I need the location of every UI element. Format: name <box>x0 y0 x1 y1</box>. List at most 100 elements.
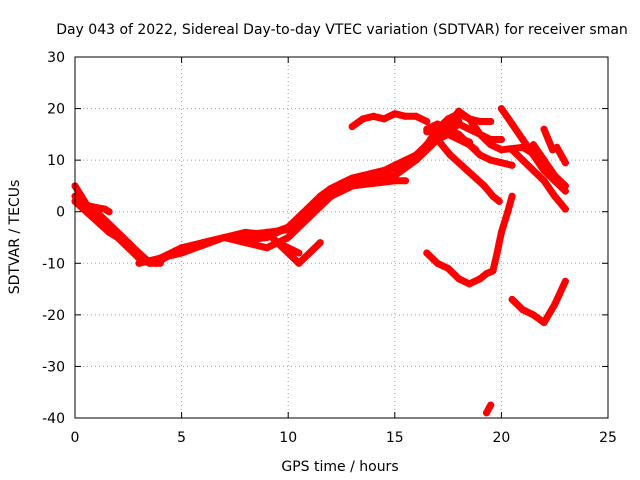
data-point <box>472 146 480 154</box>
x-tick-label: 0 <box>71 430 80 446</box>
data-point <box>497 105 505 113</box>
data-point <box>519 156 527 164</box>
data-point <box>429 130 437 138</box>
data-point <box>540 319 548 327</box>
data-point <box>369 179 377 187</box>
data-point <box>412 156 420 164</box>
data-point <box>391 177 399 185</box>
y-tick-label: 10 <box>47 153 65 169</box>
data-point <box>508 146 516 154</box>
y-tick-label: -30 <box>42 359 65 375</box>
data-point <box>497 146 505 154</box>
data-point <box>455 275 463 283</box>
y-tick-label: -20 <box>42 308 65 324</box>
data-point <box>327 192 335 200</box>
data-point <box>551 172 559 180</box>
data-point <box>482 270 490 278</box>
data-series <box>71 105 569 417</box>
data-point <box>489 192 497 200</box>
data-point <box>540 177 548 185</box>
data-point <box>446 151 454 159</box>
data-point <box>444 115 452 123</box>
data-point <box>508 192 516 200</box>
data-point <box>423 128 431 136</box>
data-point <box>495 197 503 205</box>
data-point <box>455 159 463 167</box>
data-point <box>459 136 467 144</box>
data-point <box>519 306 527 314</box>
data-point <box>551 192 559 200</box>
data-point <box>359 115 367 123</box>
data-point <box>482 409 490 417</box>
data-point <box>220 234 228 241</box>
data-point <box>497 228 505 236</box>
data-point <box>487 136 495 144</box>
data-point <box>497 136 505 144</box>
y-tick-label: 30 <box>47 50 65 66</box>
y-tick-label: 0 <box>56 205 65 221</box>
y-tick-label: 20 <box>47 102 65 118</box>
data-point <box>348 182 356 190</box>
data-point <box>84 202 92 210</box>
data-point <box>88 213 96 221</box>
chart-title: Day 043 of 2022, Sidereal Day-to-day VTE… <box>56 22 628 38</box>
data-point <box>455 120 463 128</box>
data-point <box>497 159 505 167</box>
data-point <box>476 117 484 125</box>
x-tick-label: 25 <box>599 430 617 446</box>
data-point <box>540 156 548 164</box>
data-point <box>493 249 501 257</box>
data-point <box>465 115 473 123</box>
data-point <box>508 295 516 303</box>
data-point <box>529 166 537 174</box>
data-point <box>242 228 250 236</box>
data-point <box>489 267 497 275</box>
axis-ticks <box>74 56 609 419</box>
data-point <box>284 223 292 231</box>
data-point <box>487 117 495 125</box>
data-point <box>263 244 271 252</box>
data-point <box>561 187 569 195</box>
data-point <box>472 174 480 182</box>
data-point <box>97 221 105 229</box>
y-axis-title: SDTVAR / TECUs <box>7 180 23 295</box>
data-point <box>544 136 552 144</box>
data-point <box>508 120 516 128</box>
data-point <box>508 161 516 169</box>
data-point <box>540 125 548 133</box>
data-point <box>316 203 324 211</box>
data-point <box>463 166 471 174</box>
data-point <box>306 213 314 221</box>
data-point <box>135 259 143 267</box>
data-point <box>178 249 186 257</box>
data-point <box>519 136 527 144</box>
data-point <box>455 110 463 118</box>
data-point <box>465 138 473 146</box>
data-point <box>199 239 207 247</box>
data-point <box>551 301 559 309</box>
data-point <box>295 259 303 267</box>
data-point <box>284 244 292 252</box>
tick-labels: 0 5 10 15 20 25 -40 -30 -20 -10 0 10 20 30 <box>42 50 617 446</box>
data-point <box>92 204 100 212</box>
data-point <box>114 234 122 241</box>
data-point <box>124 239 132 247</box>
data-point <box>242 239 250 247</box>
data-point <box>561 182 569 190</box>
data-point <box>561 277 569 285</box>
data-point <box>263 228 271 236</box>
data-point <box>423 141 431 149</box>
data-point <box>348 123 356 131</box>
y-tick-label: -10 <box>42 256 65 272</box>
data-point <box>401 177 409 185</box>
data-point <box>476 275 484 283</box>
x-tick-label: 5 <box>177 430 186 446</box>
x-tick-label: 10 <box>279 430 297 446</box>
data-point <box>391 110 399 118</box>
data-point <box>124 244 132 252</box>
data-point <box>557 151 565 159</box>
data-point <box>338 187 345 195</box>
data-point <box>487 401 495 409</box>
data-point <box>156 254 164 262</box>
x-tick-label: 20 <box>492 430 510 446</box>
